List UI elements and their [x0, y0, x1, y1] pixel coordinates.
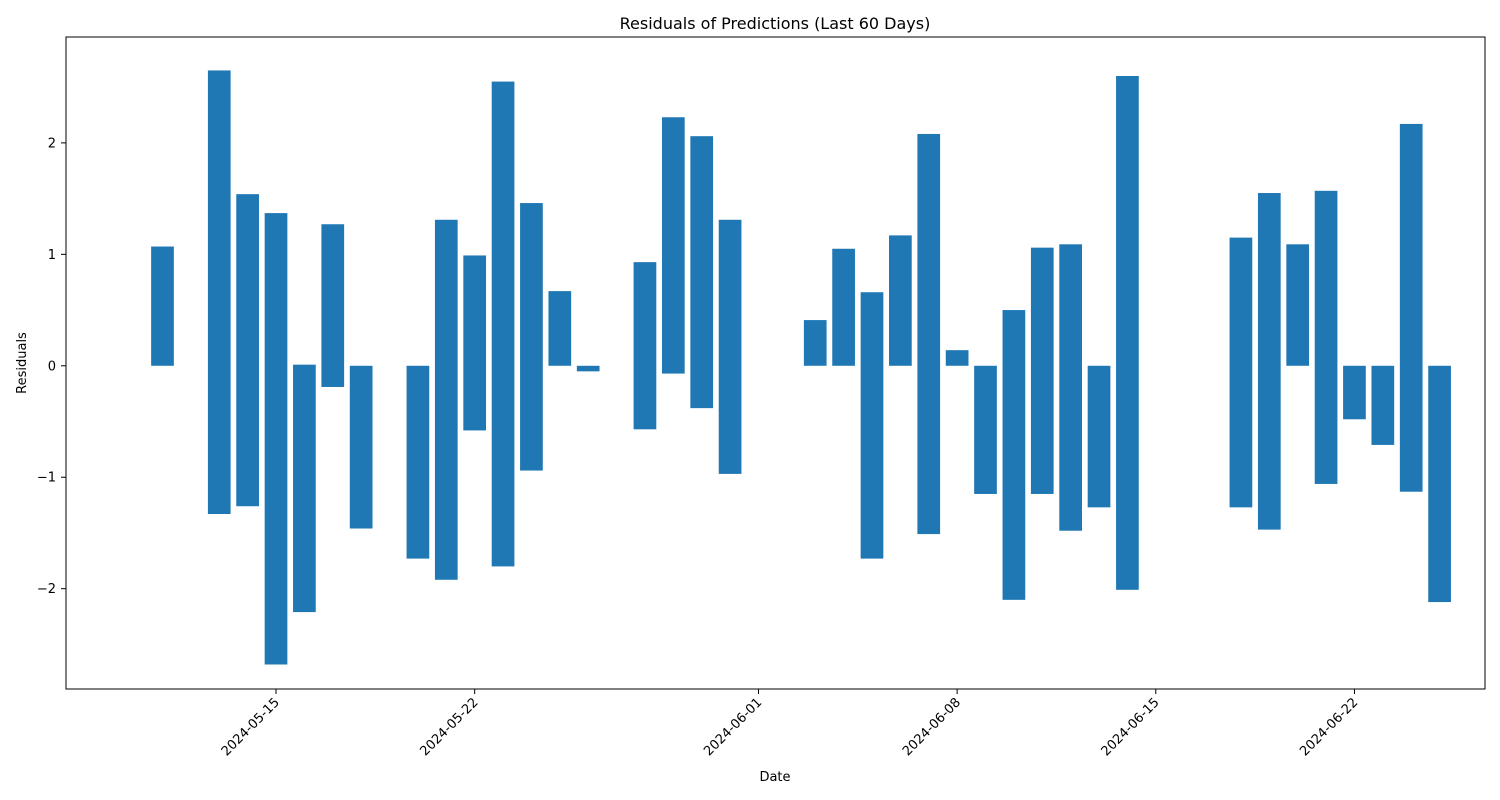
bar-2024-05-18 [349, 365, 373, 529]
bar-2024-06-11 [1030, 247, 1054, 494]
bar-2024-06-07 [917, 133, 941, 535]
bars-group [151, 70, 1451, 665]
y-tick-label: 1 [48, 248, 56, 263]
plot-frame [65, 36, 1486, 690]
bar-2024-05-26 [576, 365, 600, 372]
bar-2024-06-20 [1286, 244, 1310, 366]
bar-2024-05-30 [690, 136, 714, 409]
x-axis-label: Date [759, 770, 790, 785]
x-tick-label: 2024-06-01 [701, 695, 765, 759]
bar-2024-05-29 [661, 117, 685, 374]
bar-2024-06-22 [1343, 365, 1366, 420]
bar-2024-06-04 [832, 248, 855, 366]
bar-2024-05-25 [548, 291, 572, 366]
bar-2024-05-11 [151, 246, 174, 366]
y-tick-label: −2 [37, 582, 56, 597]
bar-2024-06-05 [860, 292, 884, 559]
bar-2024-06-09 [974, 365, 997, 494]
bar-2024-05-15 [264, 213, 288, 665]
x-tick-label: 2024-06-08 [900, 695, 964, 759]
x-tick-label: 2024-05-15 [219, 695, 283, 759]
bar-2024-06-10 [1002, 310, 1026, 600]
y-axis-ticks: −2 −1 0 1 2 [37, 136, 66, 597]
bar-2024-05-28 [633, 262, 657, 430]
bar-2024-06-06 [889, 235, 912, 366]
bar-2024-06-08 [945, 350, 969, 366]
bar-2024-05-22 [463, 255, 487, 431]
bar-2024-05-23 [491, 81, 515, 567]
y-tick-label: 0 [48, 359, 56, 374]
bar-2024-05-21 [434, 219, 458, 580]
x-tick-label: 2024-06-15 [1099, 695, 1163, 759]
x-axis-ticks: 2024-05-15 2024-05-22 2024-06-01 2024-06-08… [219, 689, 1361, 759]
bar-2024-05-17 [321, 224, 345, 387]
bar-2024-05-20 [406, 365, 430, 559]
bar-2024-06-25 [1428, 365, 1451, 603]
bar-2024-06-03 [803, 320, 827, 366]
bar-2024-06-12 [1059, 244, 1082, 531]
bar-2024-05-16 [293, 364, 316, 613]
x-tick-label: 2024-05-22 [417, 695, 481, 759]
y-tick-label: −1 [37, 471, 56, 486]
y-tick-label: 2 [48, 136, 56, 151]
x-tick-label: 2024-06-22 [1297, 695, 1361, 759]
bar-2024-06-18 [1229, 237, 1253, 508]
bar-2024-05-24 [520, 203, 543, 471]
bar-2024-06-14 [1116, 76, 1139, 590]
bar-2024-06-21 [1314, 190, 1338, 484]
bar-2024-06-24 [1399, 123, 1423, 492]
bar-2024-05-31 [718, 219, 742, 474]
bar-2024-06-19 [1257, 193, 1281, 530]
bar-2024-05-14 [236, 194, 259, 507]
bar-2024-06-23 [1371, 365, 1395, 445]
y-axis-label: Residuals [15, 332, 30, 394]
bar-2024-06-13 [1087, 365, 1111, 508]
bar-2024-05-13 [207, 70, 231, 515]
chart-title: Residuals of Predictions (Last 60 Days) [620, 14, 931, 33]
